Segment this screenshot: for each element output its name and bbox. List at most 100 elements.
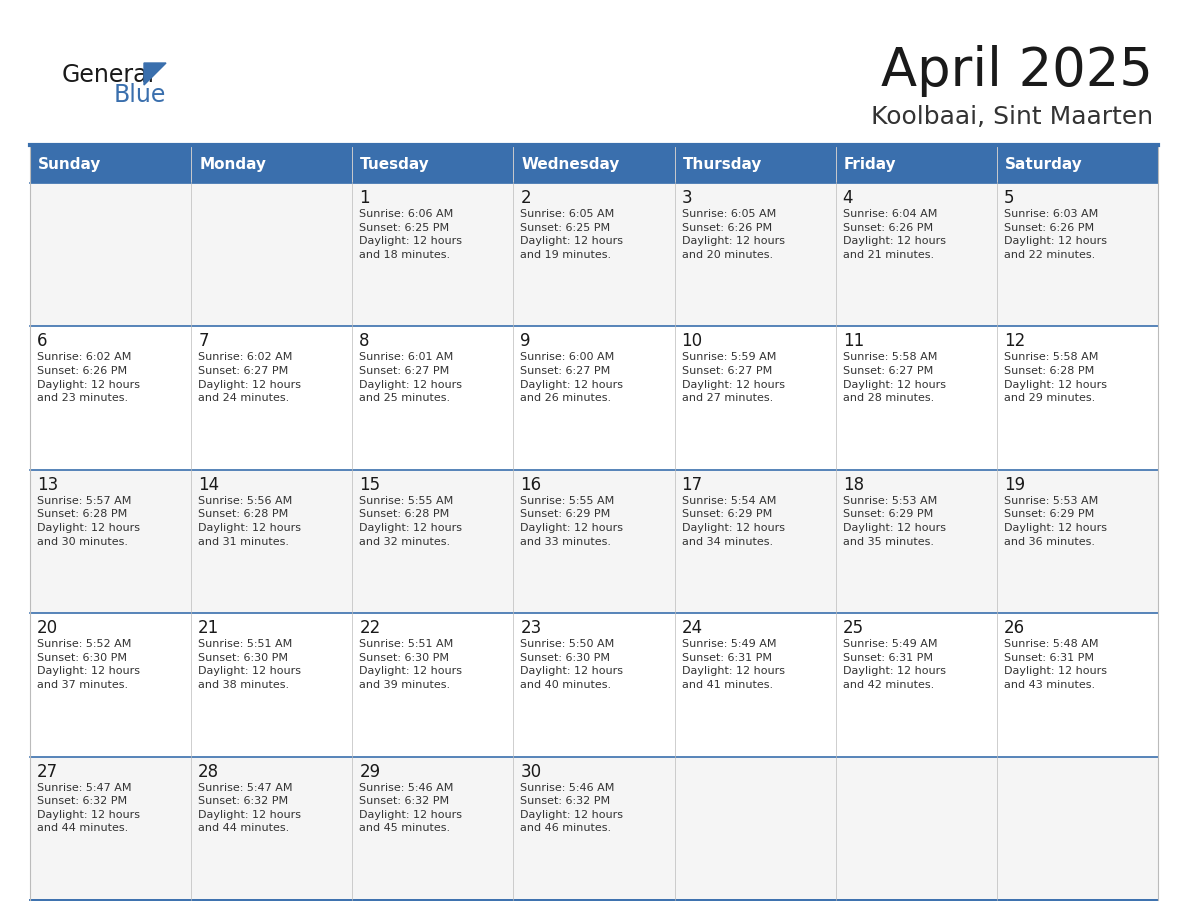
Polygon shape [144,63,166,85]
Text: 14: 14 [198,476,220,494]
Text: 28: 28 [198,763,220,780]
Text: 12: 12 [1004,332,1025,351]
Text: 24: 24 [682,620,702,637]
Text: Sunrise: 5:49 AM
Sunset: 6:31 PM
Daylight: 12 hours
and 42 minutes.: Sunrise: 5:49 AM Sunset: 6:31 PM Dayligh… [842,639,946,690]
Text: 15: 15 [359,476,380,494]
Bar [675,756,835,900]
Text: Thursday: Thursday [683,156,762,172]
Text: Sunrise: 5:53 AM
Sunset: 6:29 PM
Daylight: 12 hours
and 35 minutes.: Sunrise: 5:53 AM Sunset: 6:29 PM Dayligh… [842,496,946,546]
Bar [513,470,675,613]
Bar [835,613,997,756]
Text: 26: 26 [1004,620,1025,637]
Text: Sunrise: 6:05 AM
Sunset: 6:26 PM
Daylight: 12 hours
and 20 minutes.: Sunrise: 6:05 AM Sunset: 6:26 PM Dayligh… [682,209,784,260]
Text: Sunrise: 5:59 AM
Sunset: 6:27 PM
Daylight: 12 hours
and 27 minutes.: Sunrise: 5:59 AM Sunset: 6:27 PM Dayligh… [682,353,784,403]
Text: 2: 2 [520,189,531,207]
Bar [191,756,353,900]
Bar [353,327,513,470]
Text: Sunrise: 6:01 AM
Sunset: 6:27 PM
Daylight: 12 hours
and 25 minutes.: Sunrise: 6:01 AM Sunset: 6:27 PM Dayligh… [359,353,462,403]
Bar [675,613,835,756]
Text: 22: 22 [359,620,380,637]
Text: Sunrise: 5:49 AM
Sunset: 6:31 PM
Daylight: 12 hours
and 41 minutes.: Sunrise: 5:49 AM Sunset: 6:31 PM Dayligh… [682,639,784,690]
Bar [30,327,191,470]
Text: Friday: Friday [843,156,896,172]
Text: 30: 30 [520,763,542,780]
Text: Sunrise: 6:03 AM
Sunset: 6:26 PM
Daylight: 12 hours
and 22 minutes.: Sunrise: 6:03 AM Sunset: 6:26 PM Dayligh… [1004,209,1107,260]
Text: Sunrise: 6:02 AM
Sunset: 6:26 PM
Daylight: 12 hours
and 23 minutes.: Sunrise: 6:02 AM Sunset: 6:26 PM Dayligh… [37,353,140,403]
Text: 5: 5 [1004,189,1015,207]
Text: 16: 16 [520,476,542,494]
Bar [513,145,675,183]
Bar [191,613,353,756]
Bar [191,183,353,327]
Bar [353,613,513,756]
Bar [997,327,1158,470]
Bar [997,756,1158,900]
Bar [353,183,513,327]
Text: Sunrise: 6:05 AM
Sunset: 6:25 PM
Daylight: 12 hours
and 19 minutes.: Sunrise: 6:05 AM Sunset: 6:25 PM Dayligh… [520,209,624,260]
Text: Sunrise: 6:02 AM
Sunset: 6:27 PM
Daylight: 12 hours
and 24 minutes.: Sunrise: 6:02 AM Sunset: 6:27 PM Dayligh… [198,353,301,403]
Bar [997,470,1158,613]
Text: Saturday: Saturday [1005,156,1082,172]
Text: Sunrise: 5:55 AM
Sunset: 6:29 PM
Daylight: 12 hours
and 33 minutes.: Sunrise: 5:55 AM Sunset: 6:29 PM Dayligh… [520,496,624,546]
Text: Sunrise: 5:48 AM
Sunset: 6:31 PM
Daylight: 12 hours
and 43 minutes.: Sunrise: 5:48 AM Sunset: 6:31 PM Dayligh… [1004,639,1107,690]
Text: 18: 18 [842,476,864,494]
Bar [513,183,675,327]
Text: Blue: Blue [114,83,166,107]
Bar [191,327,353,470]
Text: Sunrise: 5:58 AM
Sunset: 6:28 PM
Daylight: 12 hours
and 29 minutes.: Sunrise: 5:58 AM Sunset: 6:28 PM Dayligh… [1004,353,1107,403]
Text: Sunrise: 6:06 AM
Sunset: 6:25 PM
Daylight: 12 hours
and 18 minutes.: Sunrise: 6:06 AM Sunset: 6:25 PM Dayligh… [359,209,462,260]
Bar [30,613,191,756]
Text: Sunrise: 5:46 AM
Sunset: 6:32 PM
Daylight: 12 hours
and 46 minutes.: Sunrise: 5:46 AM Sunset: 6:32 PM Dayligh… [520,783,624,834]
Bar [835,756,997,900]
Text: Sunrise: 5:52 AM
Sunset: 6:30 PM
Daylight: 12 hours
and 37 minutes.: Sunrise: 5:52 AM Sunset: 6:30 PM Dayligh… [37,639,140,690]
Bar [30,183,191,327]
Text: 3: 3 [682,189,693,207]
Text: Monday: Monday [200,156,266,172]
Bar [675,145,835,183]
Text: Sunrise: 5:54 AM
Sunset: 6:29 PM
Daylight: 12 hours
and 34 minutes.: Sunrise: 5:54 AM Sunset: 6:29 PM Dayligh… [682,496,784,546]
Bar [675,327,835,470]
Bar [835,327,997,470]
Text: Koolbaai, Sint Maarten: Koolbaai, Sint Maarten [871,105,1154,129]
Bar [191,145,353,183]
Text: 4: 4 [842,189,853,207]
Text: Sunrise: 5:58 AM
Sunset: 6:27 PM
Daylight: 12 hours
and 28 minutes.: Sunrise: 5:58 AM Sunset: 6:27 PM Dayligh… [842,353,946,403]
Text: 1: 1 [359,189,369,207]
Text: 13: 13 [37,476,58,494]
Text: Sunrise: 6:04 AM
Sunset: 6:26 PM
Daylight: 12 hours
and 21 minutes.: Sunrise: 6:04 AM Sunset: 6:26 PM Dayligh… [842,209,946,260]
Text: Tuesday: Tuesday [360,156,430,172]
Text: General: General [62,63,156,87]
Text: Sunrise: 5:57 AM
Sunset: 6:28 PM
Daylight: 12 hours
and 30 minutes.: Sunrise: 5:57 AM Sunset: 6:28 PM Dayligh… [37,496,140,546]
Text: 9: 9 [520,332,531,351]
Text: Sunrise: 5:56 AM
Sunset: 6:28 PM
Daylight: 12 hours
and 31 minutes.: Sunrise: 5:56 AM Sunset: 6:28 PM Dayligh… [198,496,301,546]
Bar [835,145,997,183]
Text: Sunrise: 5:47 AM
Sunset: 6:32 PM
Daylight: 12 hours
and 44 minutes.: Sunrise: 5:47 AM Sunset: 6:32 PM Dayligh… [37,783,140,834]
Bar [997,183,1158,327]
Text: 19: 19 [1004,476,1025,494]
Bar [353,756,513,900]
Bar [675,183,835,327]
Text: Sunrise: 5:51 AM
Sunset: 6:30 PM
Daylight: 12 hours
and 39 minutes.: Sunrise: 5:51 AM Sunset: 6:30 PM Dayligh… [359,639,462,690]
Text: Sunrise: 5:50 AM
Sunset: 6:30 PM
Daylight: 12 hours
and 40 minutes.: Sunrise: 5:50 AM Sunset: 6:30 PM Dayligh… [520,639,624,690]
Text: 6: 6 [37,332,48,351]
Bar [353,470,513,613]
Text: 11: 11 [842,332,864,351]
Text: 17: 17 [682,476,702,494]
Bar [513,756,675,900]
Text: Sunrise: 5:46 AM
Sunset: 6:32 PM
Daylight: 12 hours
and 45 minutes.: Sunrise: 5:46 AM Sunset: 6:32 PM Dayligh… [359,783,462,834]
Text: Sunday: Sunday [38,156,101,172]
Bar [997,145,1158,183]
Text: Wednesday: Wednesday [522,156,620,172]
Bar [835,183,997,327]
Bar [30,756,191,900]
Bar [353,145,513,183]
Text: Sunrise: 6:00 AM
Sunset: 6:27 PM
Daylight: 12 hours
and 26 minutes.: Sunrise: 6:00 AM Sunset: 6:27 PM Dayligh… [520,353,624,403]
Text: Sunrise: 5:55 AM
Sunset: 6:28 PM
Daylight: 12 hours
and 32 minutes.: Sunrise: 5:55 AM Sunset: 6:28 PM Dayligh… [359,496,462,546]
Text: 7: 7 [198,332,209,351]
Bar [835,470,997,613]
Bar [513,613,675,756]
Text: 8: 8 [359,332,369,351]
Text: 25: 25 [842,620,864,637]
Text: Sunrise: 5:51 AM
Sunset: 6:30 PM
Daylight: 12 hours
and 38 minutes.: Sunrise: 5:51 AM Sunset: 6:30 PM Dayligh… [198,639,301,690]
Text: 21: 21 [198,620,220,637]
